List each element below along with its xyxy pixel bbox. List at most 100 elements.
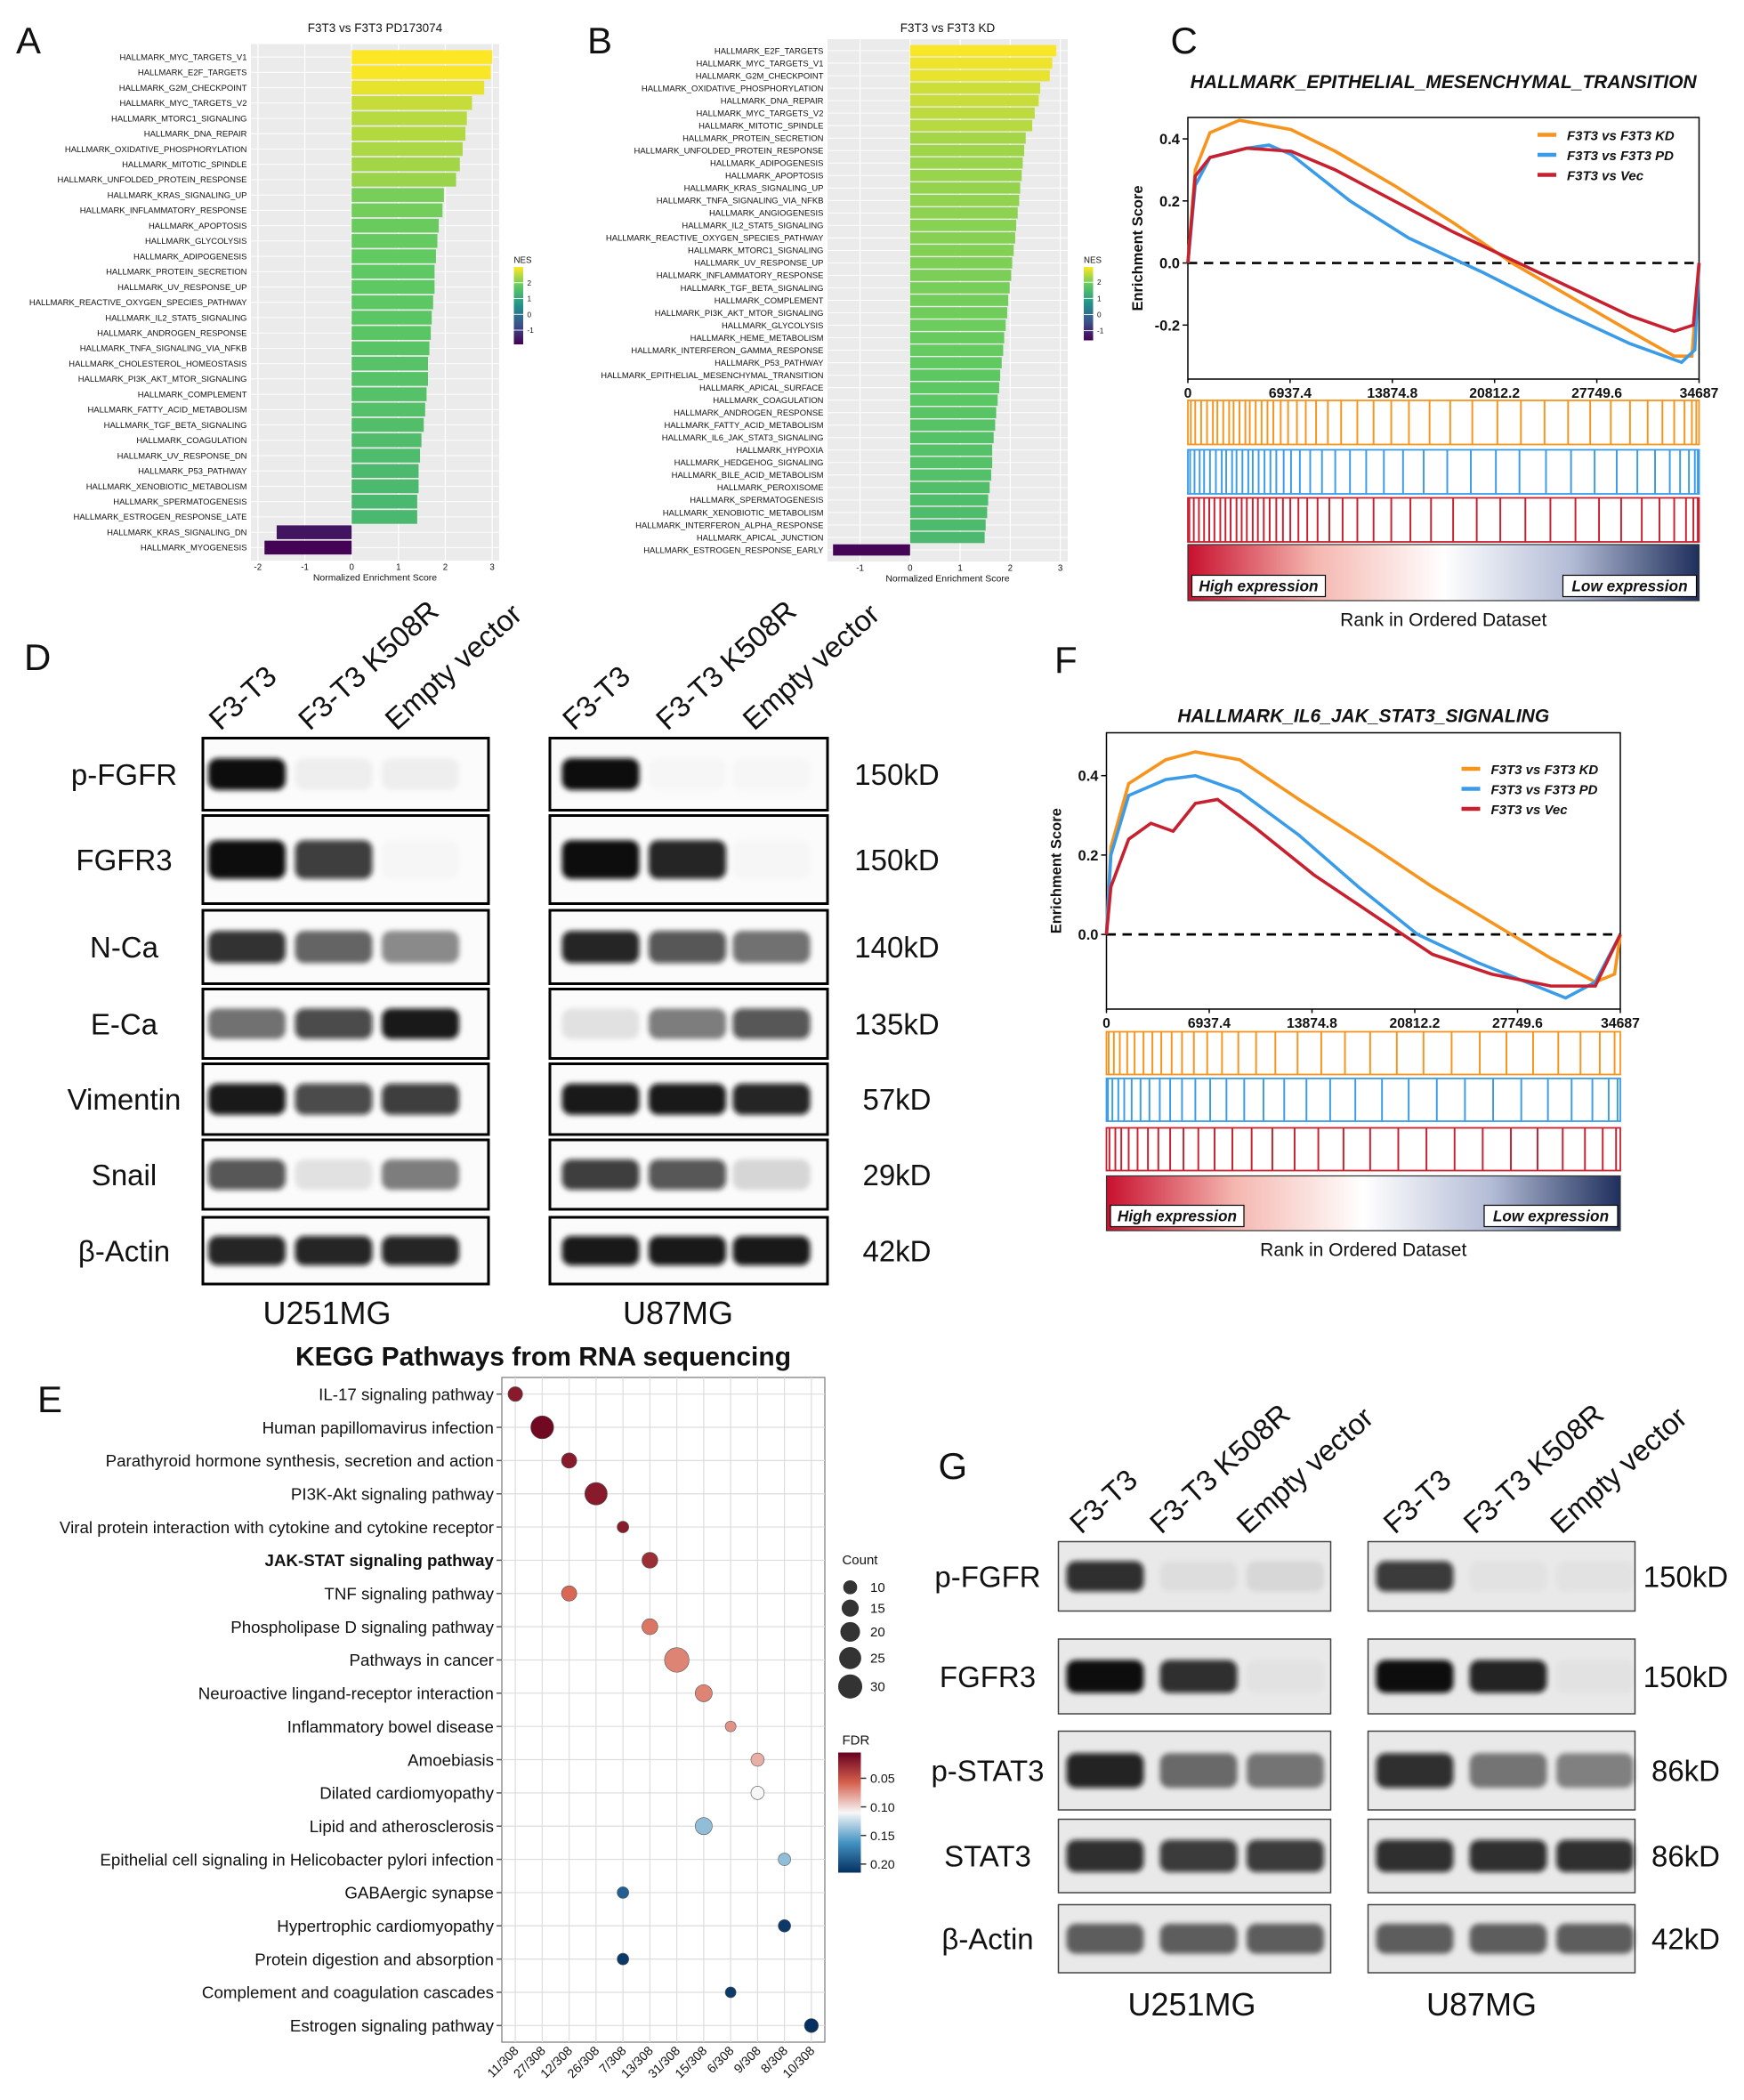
band (561, 840, 640, 879)
bar (909, 295, 1009, 306)
chart-title: F3T3 vs F3T3 KD (900, 21, 996, 35)
band (381, 1159, 459, 1191)
bar (351, 372, 428, 386)
category-label: Inflammatory bowel disease (287, 1717, 494, 1736)
band (561, 931, 640, 964)
bar (276, 525, 352, 539)
size-legend-label: 25 (870, 1652, 885, 1667)
es-line (1186, 118, 1701, 358)
panel-label: G (938, 1445, 967, 1487)
x-axis-label: Rank in Ordered Dataset (1260, 1240, 1466, 1261)
category-label: HALLMARK_IL6_JAK_STAT3_SIGNALING (662, 433, 824, 443)
band (561, 758, 640, 790)
category-label: HALLMARK_UV_RESPONSE_UP (117, 283, 246, 293)
x-tick-label: 0 (1184, 386, 1192, 401)
es-line (1104, 773, 1622, 1000)
bar (351, 448, 421, 463)
bar (909, 157, 1023, 169)
x-tick-label: 13874.8 (1367, 386, 1417, 401)
band (1469, 1753, 1547, 1789)
band (1159, 1839, 1238, 1872)
band (1066, 1561, 1144, 1592)
bar (909, 69, 1050, 82)
category-label: HALLMARK_ADIPOGENESIS (133, 252, 246, 262)
category-label: HALLMARK_MYC_TARGETS_V1 (696, 59, 823, 69)
bar (351, 234, 438, 248)
colorbar-tick-label: 1 (527, 295, 531, 303)
band (732, 1083, 811, 1115)
bar (351, 494, 417, 509)
category-label: HALLMARK_E2F_TARGETS (138, 69, 247, 78)
category-label: HALLMARK_INTERFERON_ALPHA_RESPONSE (635, 521, 823, 530)
chart-title: HALLMARK_IL6_JAK_STAT3_SIGNALING (1177, 707, 1549, 727)
band (1376, 1660, 1454, 1693)
size-label: 42kD (862, 1235, 931, 1268)
cell-line-label: U251MG (262, 1295, 391, 1331)
cell-line-label: U251MG (1127, 1986, 1256, 2023)
band (1469, 1660, 1547, 1693)
lane-label: F3-T3 (556, 659, 636, 736)
category-label: JAK-STAT signaling pathway (265, 1551, 495, 1570)
band (207, 1083, 286, 1115)
band (295, 1236, 373, 1266)
legend-title: NES (513, 256, 532, 266)
category-label: IL-17 signaling pathway (319, 1385, 494, 1403)
color-legend-title: FDR (842, 1732, 869, 1748)
y-tick-label: 0.2 (1078, 848, 1099, 864)
x-tick-label: 20812.2 (1469, 386, 1520, 401)
legend-label: F3T3 vs F3T3 KD (1490, 763, 1598, 778)
chart-title: HALLMARK_EPITHELIAL_MESENCHYMAL_TRANSITI… (1191, 72, 1698, 93)
size-label: 150kD (854, 758, 939, 791)
category-label: HALLMARK_G2M_CHECKPOINT (119, 84, 247, 93)
x-tick-label: 13874.8 (1287, 1016, 1337, 1031)
category-label: HALLMARK_IL2_STAT5_SIGNALING (682, 222, 823, 231)
gradient-label: Low expression (1493, 1208, 1609, 1225)
band (1469, 1561, 1546, 1591)
category-label: HALLMARK_UNFOLDED_PROTEIN_RESPONSE (58, 175, 247, 185)
bar (351, 264, 435, 279)
band (732, 1008, 811, 1039)
es-line (1104, 750, 1622, 984)
band (1066, 1923, 1144, 1954)
category-label: HALLMARK_EPITHELIAL_MESENCHYMAL_TRANSITI… (601, 371, 823, 381)
bar (909, 432, 994, 444)
category-label: Protein digestion and absorption (254, 1950, 494, 1968)
dot (561, 1452, 577, 1469)
bar (909, 94, 1039, 107)
bar (909, 132, 1026, 144)
band (648, 1083, 726, 1115)
size-label: 42kD (1651, 1923, 1720, 1956)
size-legend-dot (841, 1599, 860, 1617)
colorbar-tick-label: 0.15 (870, 1829, 895, 1844)
bar (909, 382, 999, 394)
gradient-label-box (1483, 1204, 1619, 1228)
category-label: HALLMARK_MYOGENESIS (141, 544, 247, 553)
category-label: HALLMARK_BILE_ACID_METABOLISM (672, 471, 824, 481)
bar (909, 319, 1006, 331)
category-label: Epithelial cell signaling in Helicobacte… (100, 1850, 494, 1869)
bar (909, 456, 993, 469)
category-label: HALLMARK_APICAL_SURFACE (699, 384, 824, 393)
category-label: TNF signaling pathway (324, 1585, 494, 1603)
protein-label: p-STAT3 (931, 1755, 1044, 1788)
category-label: HALLMARK_FATTY_ACID_METABOLISM (87, 406, 246, 416)
chart-title: F3T3 vs F3T3 PD173074 (308, 21, 443, 35)
size-legend-title: Count (842, 1553, 878, 1568)
category-label: HALLMARK_PI3K_AKT_MTOR_SIGNALING (655, 309, 824, 319)
category-label: HALLMARK_MYC_TARGETS_V2 (696, 109, 823, 118)
category-label: HALLMARK_P53_PATHWAY (715, 359, 824, 368)
gradient-label-box (1110, 1204, 1245, 1228)
bar (351, 50, 493, 64)
band (381, 1008, 459, 1039)
category-label: HALLMARK_COMPLEMENT (715, 296, 824, 306)
protein-label: Snail (92, 1159, 157, 1191)
band (1469, 1839, 1547, 1872)
x-tick-label: 3 (1058, 564, 1062, 574)
dot (694, 1684, 713, 1702)
bar (351, 173, 456, 187)
size-label: 150kD (854, 844, 939, 876)
band (1066, 1753, 1144, 1789)
band (295, 758, 373, 790)
x-axis-label: Normalized Enrichment Score (885, 575, 1009, 585)
